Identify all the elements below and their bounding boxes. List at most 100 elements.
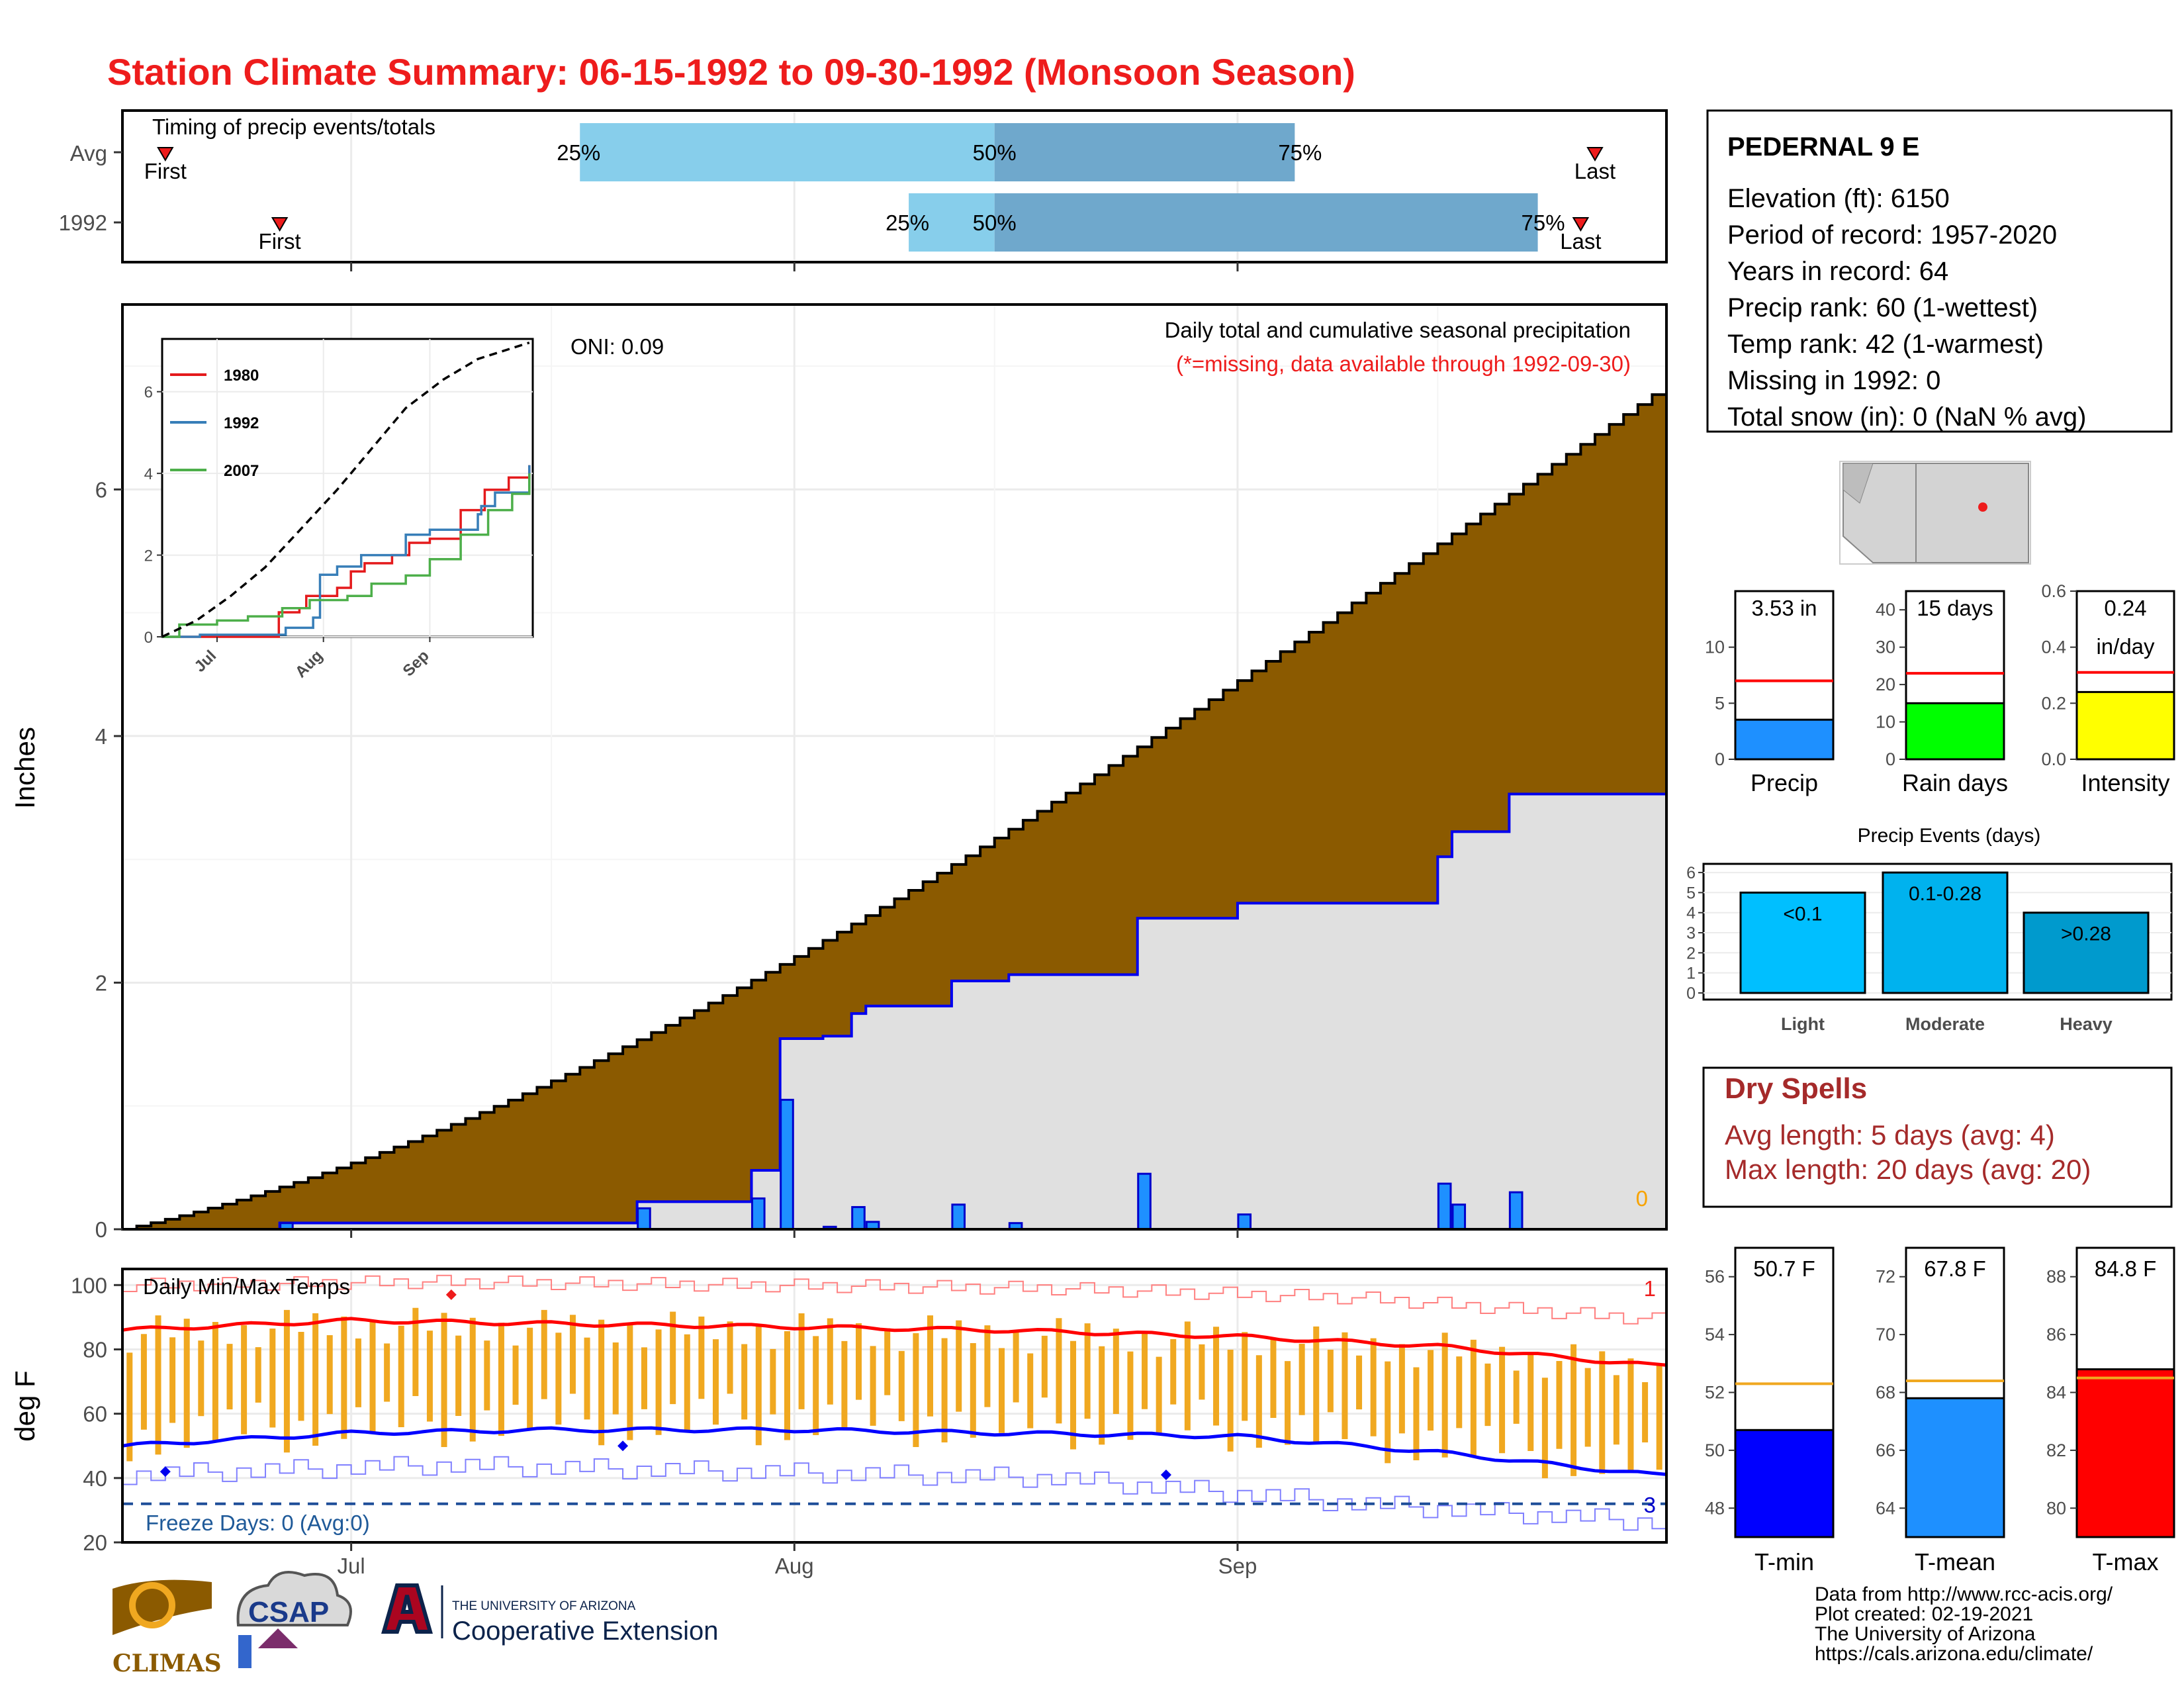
- precip-frame: [121, 303, 1668, 1231]
- summary-bar-label: Precip: [1751, 769, 1818, 796]
- event-marker: [1572, 217, 1590, 232]
- events-bar-label: Moderate: [1905, 1014, 1985, 1034]
- station-line: Elevation (ft): 6150: [1727, 184, 1950, 213]
- events-title: Precip Events (days): [1858, 825, 2041, 847]
- event-label: First: [144, 159, 187, 183]
- quartile-label: 75%: [1278, 140, 1322, 165]
- temp-bg: [122, 1269, 1666, 1542]
- timing-panel: 25% 50% 75% First Last 25% 50% 75% First Last Tim…: [59, 109, 1668, 271]
- precip-ytick-label: 2: [95, 970, 107, 995]
- station-line: Temp rank: 42 (1-warmest): [1727, 330, 2044, 359]
- temp-ytick-label: 80: [83, 1337, 107, 1362]
- temp-bar-ytick-label: 88: [2046, 1267, 2066, 1287]
- station-location-marker: [1978, 502, 1987, 512]
- quartile-label: 75%: [1522, 211, 1565, 235]
- figure-title: Station Climate Summary: 06-15-1992 to 0…: [107, 51, 1355, 93]
- station-line: Total snow (in): 0 (NaN % avg): [1727, 402, 2086, 432]
- summary-ytick-label: 0.6: [2041, 581, 2066, 601]
- summary-ytick-label: 40: [1876, 600, 1895, 620]
- summary-bar-label: Intensity: [2081, 769, 2169, 796]
- csap-mountain: [258, 1628, 298, 1648]
- events-bar-value: <0.1: [1783, 903, 1822, 925]
- ua-small-text: THE UNIVERSITY OF ARIZONA: [452, 1599, 636, 1613]
- temp-count-top: 1: [1644, 1276, 1656, 1301]
- daily-precip-bar: [1508, 1191, 1524, 1231]
- inset-legend-label: 1992: [224, 414, 259, 432]
- temp-count-bottom: 3: [1644, 1493, 1656, 1517]
- csap-wordmark: CSAP: [248, 1596, 329, 1628]
- ua-a-mark: [381, 1583, 433, 1634]
- station-line: Years in record: 64: [1727, 257, 1948, 286]
- summary-ytick-label: 20: [1876, 675, 1895, 694]
- ua-logo: THE UNIVERSITY OF ARIZONA Cooperative Ex…: [381, 1583, 718, 1646]
- temp-bar-ytick-label: 70: [1876, 1325, 1895, 1344]
- event-marker: [271, 217, 289, 232]
- daily-precip-bar: [780, 1098, 794, 1231]
- csap-rain: [238, 1635, 251, 1668]
- summary-ytick-label: 0.0: [2041, 749, 2066, 769]
- events-ytick-label: 2: [1686, 944, 1696, 962]
- dry-avg-line: Avg length: 5 days (avg: 4): [1725, 1119, 2055, 1150]
- temp-bar-fill: [2075, 1368, 2175, 1538]
- ua-big-text: Cooperative Extension: [452, 1617, 718, 1646]
- missing-count: 0: [1636, 1186, 1648, 1211]
- summary-bar-value: 15 days: [1917, 596, 1993, 620]
- quartile-label: 25%: [557, 140, 600, 165]
- record-marker: [617, 1440, 629, 1452]
- inset-legend-label: 1980: [224, 367, 259, 385]
- xaxis-tick-label: Aug: [775, 1554, 814, 1578]
- summary-bar-value: 0.24: [2104, 596, 2146, 620]
- csap-logo: CSAP: [236, 1571, 352, 1668]
- xaxis-tick-label: Jul: [338, 1554, 365, 1578]
- oni-label: ONI: 0.09: [570, 334, 664, 359]
- temp-bar-fill: [1734, 1429, 1835, 1538]
- quartile-label: 50%: [973, 211, 1017, 235]
- timing-row-avg-label: Avg: [70, 141, 107, 165]
- climas-sun: [129, 1582, 175, 1628]
- station-line: Missing in 1992: 0: [1727, 366, 1940, 395]
- event-label: First: [259, 229, 301, 254]
- summary-bar-fill: [1734, 718, 1835, 761]
- temp-ytick-label: 40: [83, 1466, 107, 1491]
- temp-bar-ytick-label: 84: [2046, 1383, 2066, 1403]
- quartile-bar-upper: [994, 193, 1538, 252]
- event-label: Last: [1574, 159, 1615, 183]
- events-ytick-label: 4: [1686, 904, 1696, 923]
- events-bar-label: Heavy: [2060, 1014, 2113, 1034]
- timing-row-1992-label: 1992: [59, 211, 107, 235]
- quartile-label: 50%: [973, 140, 1017, 165]
- daily-precip-bar: [637, 1207, 651, 1231]
- footer-line: The University of Arizona: [1815, 1623, 2036, 1645]
- temp-summary-bars: 50.7 F 48 50 52 54 56 T-min 67.8 F 64 66 68 70 72 T-m…: [1705, 1246, 2175, 1575]
- inset-series-line: [162, 473, 531, 638]
- temp-ytick-label: 60: [83, 1402, 107, 1427]
- map-state-nm: [1915, 463, 2029, 563]
- record-low-line: [122, 1456, 1666, 1531]
- daily-precip-bar: [1437, 1182, 1452, 1231]
- summary-ytick-label: 30: [1876, 637, 1895, 657]
- events-bar-label: Light: [1781, 1014, 1825, 1034]
- station-line: Period of record: 1957-2020: [1727, 220, 2057, 250]
- dry-spells-box: Dry Spells Avg length: 5 days (avg: 4) M…: [1702, 1066, 2173, 1208]
- record-marker: [159, 1466, 171, 1477]
- footer-line: Data from http://www.rcc-acis.org/: [1815, 1583, 2113, 1605]
- daily-precip-bar: [851, 1205, 866, 1231]
- station-info-box: PEDERNAL 9 E Elevation (ft): 6150 Period…: [1706, 109, 2173, 433]
- temp-bar-label: T-mean: [1915, 1548, 1995, 1575]
- inset-ytick-label: 2: [144, 547, 153, 565]
- temp-bar-ytick-label: 52: [1705, 1383, 1725, 1403]
- station-name: PEDERNAL 9 E: [1727, 132, 1919, 162]
- daily-precip-bar: [1451, 1203, 1467, 1231]
- summary-ytick-label: 0.2: [2041, 693, 2066, 713]
- daily-precip-bar: [951, 1203, 966, 1231]
- daily-precip-bar: [1237, 1213, 1252, 1231]
- summary-bar-label: Rain days: [1902, 769, 2008, 796]
- events-ytick-label: 1: [1686, 964, 1696, 983]
- station-line: Precip rank: 60 (1-wettest): [1727, 293, 2038, 322]
- dry-frame: [1702, 1066, 2173, 1208]
- temp-bar-ytick-label: 68: [1876, 1383, 1895, 1403]
- temp-bar-ytick-label: 64: [1876, 1498, 1895, 1518]
- quartile-label: 25%: [886, 211, 929, 235]
- cumulative-1992-area: [122, 794, 1666, 1229]
- temp-bar-label: T-max: [2092, 1548, 2158, 1575]
